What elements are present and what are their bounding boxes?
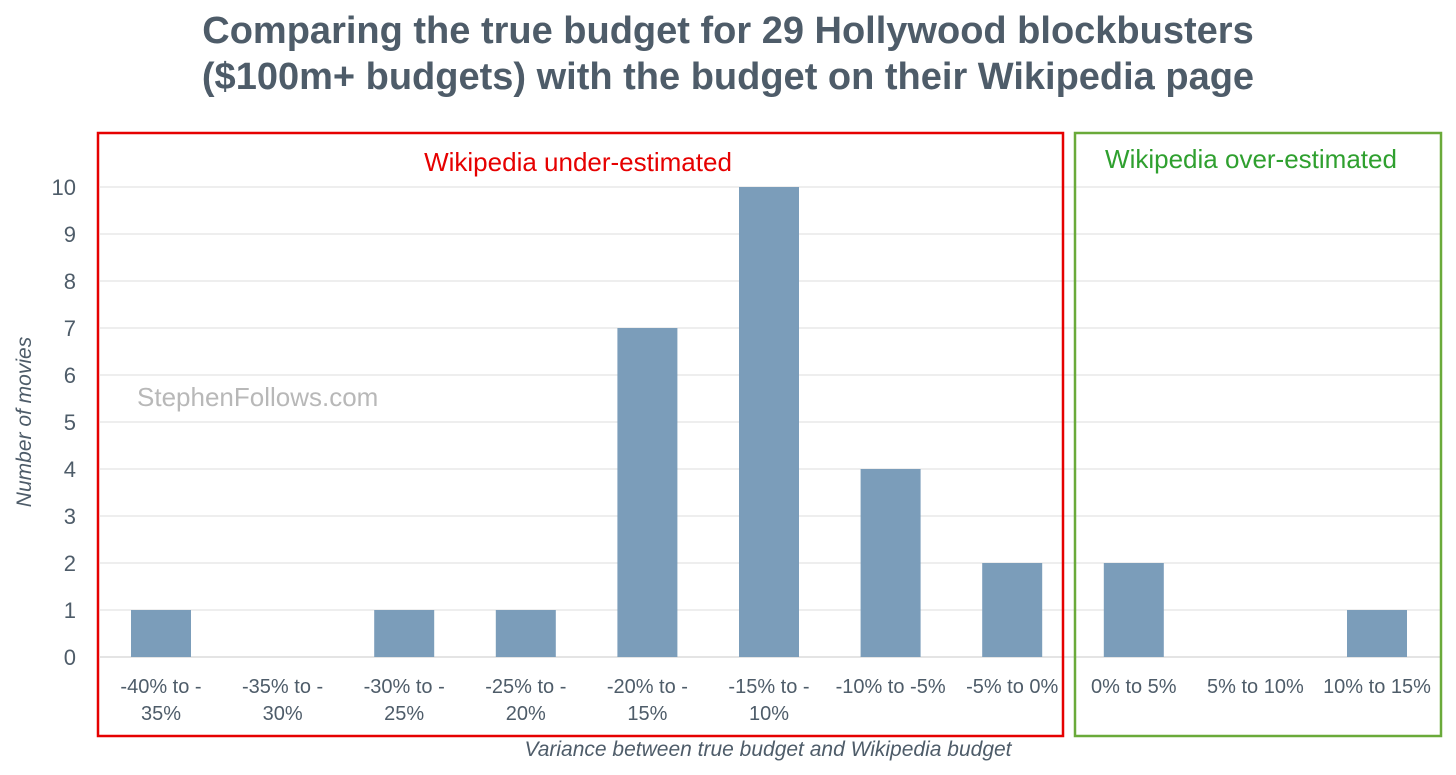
y-tick-label: 3 bbox=[64, 504, 76, 529]
x-tick-label: -15% to - bbox=[728, 676, 809, 698]
x-tick-label: -20% to - bbox=[607, 676, 688, 698]
y-tick-label: 5 bbox=[64, 410, 76, 435]
x-tick-label: -10% to -5% bbox=[836, 676, 946, 698]
y-tick-label: 2 bbox=[64, 551, 76, 576]
x-tick-label: 20% bbox=[506, 703, 546, 725]
x-tick-label: -40% to - bbox=[120, 676, 201, 698]
bar bbox=[1103, 563, 1164, 657]
x-tick-label: -25% to - bbox=[485, 676, 566, 698]
x-tick-label: 0% to 5% bbox=[1091, 676, 1177, 698]
x-tick-label: 25% bbox=[384, 703, 424, 725]
y-axis-label: Number of movies bbox=[13, 336, 36, 507]
x-tick-label: 15% bbox=[627, 703, 667, 725]
over-estimated-label: Wikipedia over-estimated bbox=[1105, 144, 1397, 174]
bar bbox=[495, 610, 556, 657]
x-tick-label: 10% to 15% bbox=[1323, 676, 1431, 698]
bar bbox=[860, 469, 921, 657]
y-tick-label: 7 bbox=[64, 316, 76, 341]
x-tick-label: -5% to 0% bbox=[966, 676, 1058, 698]
bar bbox=[617, 328, 678, 657]
bar bbox=[1347, 610, 1407, 657]
x-axis-label: Variance between true budget and Wikiped… bbox=[524, 738, 1012, 761]
under-estimated-box bbox=[96, 131, 1065, 738]
x-tick-label: -30% to - bbox=[364, 676, 445, 698]
x-tick-label: 10% bbox=[749, 703, 789, 725]
y-tick-label: 8 bbox=[64, 269, 76, 294]
x-tick-label: 30% bbox=[263, 703, 303, 725]
y-tick-label: 10 bbox=[52, 175, 76, 200]
y-tick-label: 6 bbox=[64, 363, 76, 388]
watermark: StephenFollows.com bbox=[137, 382, 378, 412]
chart-title-line-2: ($100m+ budgets) with the budget on thei… bbox=[201, 56, 1255, 98]
y-tick-label: 9 bbox=[64, 222, 76, 247]
chart-title-line-1: Comparing the true budget for 29 Hollywo… bbox=[202, 10, 1254, 52]
y-tick-label: 0 bbox=[64, 645, 76, 670]
bar bbox=[982, 563, 1043, 657]
under-estimated-label: Wikipedia under-estimated bbox=[424, 147, 732, 177]
bar bbox=[739, 187, 799, 657]
x-tick-label: -35% to - bbox=[242, 676, 323, 698]
x-tick-label: 35% bbox=[141, 703, 181, 725]
y-tick-label: 4 bbox=[64, 457, 76, 482]
over-estimated-box bbox=[1073, 131, 1443, 738]
x-tick-label: 5% to 10% bbox=[1207, 676, 1304, 698]
bar bbox=[374, 610, 435, 657]
y-tick-label: 1 bbox=[64, 598, 76, 623]
bar bbox=[131, 610, 191, 657]
